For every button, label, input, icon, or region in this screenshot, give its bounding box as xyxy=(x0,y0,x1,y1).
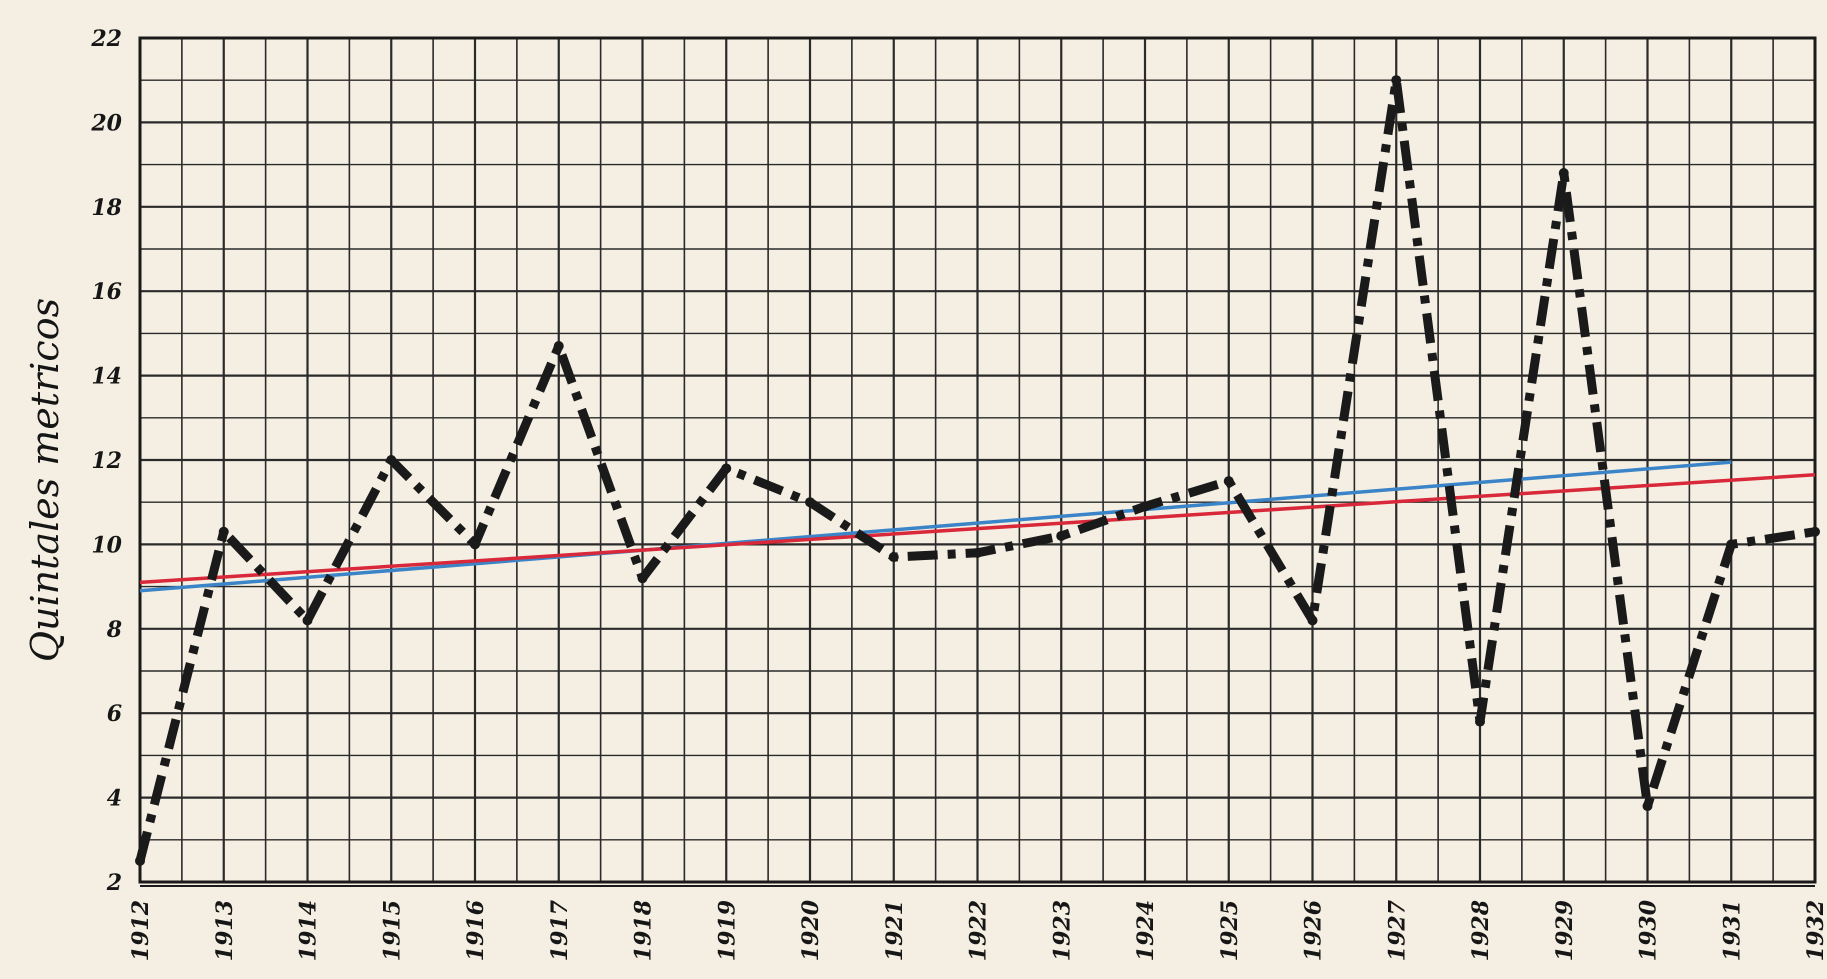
x-tick-labels: 1912 1913 1914 1915 1916 1917 1918 1919 1920 1921… xyxy=(128,899,1827,961)
y-tick-label: 12 xyxy=(91,448,122,474)
data-point xyxy=(1726,539,1737,550)
grid xyxy=(138,36,1817,887)
y-tick-label: 4 xyxy=(107,786,122,812)
y-tick-label: 2 xyxy=(106,870,122,896)
x-tick-label: 1920 xyxy=(798,899,824,961)
y-tick-label: 16 xyxy=(91,279,122,305)
data-point xyxy=(721,463,732,474)
x-tick-label: 1921 xyxy=(882,900,908,961)
data-point xyxy=(972,547,983,558)
trend-line-red xyxy=(139,473,1816,585)
data-point xyxy=(1056,530,1067,541)
data-point xyxy=(637,573,648,584)
data-point xyxy=(1475,716,1485,727)
data-point xyxy=(805,497,815,508)
x-tick-label: 1922 xyxy=(966,900,992,961)
data-point xyxy=(302,615,313,626)
y-tick-label: 22 xyxy=(90,26,122,52)
x-tick-label: 1913 xyxy=(212,900,238,961)
data-point xyxy=(553,341,564,352)
data-point xyxy=(1642,801,1653,812)
x-tick-label: 1929 xyxy=(1552,900,1578,961)
x-tick-label: 1914 xyxy=(296,900,322,961)
y-tick-label: 14 xyxy=(91,364,122,390)
y-tick-labels: 2 4 6 8 10 12 14 16 18 20 22 xyxy=(90,26,122,896)
data-point xyxy=(1391,75,1402,86)
data-point xyxy=(1223,476,1234,487)
y-tick-label: 6 xyxy=(107,701,122,727)
x-tick-label: 1926 xyxy=(1301,900,1327,961)
data-point xyxy=(1307,615,1318,626)
data-point xyxy=(1558,168,1569,179)
x-tick-label: 1912 xyxy=(128,900,154,961)
y-tick-label: 20 xyxy=(90,110,122,136)
y-axis-title: Quintales metricos xyxy=(23,298,67,662)
data-point xyxy=(1140,501,1150,512)
x-tick-label: 1930 xyxy=(1636,899,1662,961)
data-point xyxy=(218,526,229,537)
x-tick-label: 1931 xyxy=(1719,900,1745,961)
y-tick-label: 10 xyxy=(91,532,122,558)
x-tick-label: 1917 xyxy=(547,899,573,961)
series-lines xyxy=(135,75,1820,866)
x-tick-label: 1918 xyxy=(631,900,657,961)
x-tick-label: 1932 xyxy=(1803,900,1827,961)
trend-line-blue xyxy=(139,460,1732,593)
data-point xyxy=(1810,526,1820,537)
y-tick-label: 8 xyxy=(106,617,122,643)
data-point xyxy=(470,539,480,550)
x-tick-label: 1928 xyxy=(1468,900,1494,961)
data-point xyxy=(135,855,145,866)
data-point xyxy=(888,552,899,563)
x-tick-label: 1916 xyxy=(463,900,489,961)
x-tick-label: 1927 xyxy=(1384,899,1410,961)
x-tick-label: 1915 xyxy=(379,900,405,961)
plot-frame xyxy=(138,36,1817,884)
x-tick-label: 1919 xyxy=(714,900,740,961)
y-tick-label: 18 xyxy=(91,195,122,221)
x-tick-label: 1924 xyxy=(1133,900,1159,961)
data-point xyxy=(386,455,397,465)
x-tick-label: 1925 xyxy=(1217,900,1243,961)
x-tick-label: 1923 xyxy=(1049,900,1075,961)
